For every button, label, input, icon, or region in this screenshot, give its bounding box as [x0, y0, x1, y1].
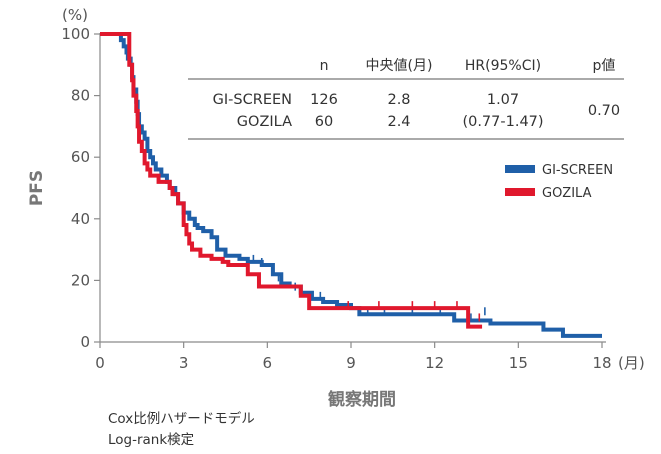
stats-table: n 中央値(月) HR(95%CI) p値 GI-SCREEN 126 2.8 … [188, 58, 624, 140]
legend: GI-SCREEN GOZILA [505, 163, 613, 201]
x-tick-label: 6 [263, 354, 273, 372]
x-unit-label: (月) [618, 354, 645, 372]
series-layer [100, 32, 602, 338]
y-tick-label: 60 [71, 148, 90, 166]
y-tick-label: 20 [71, 271, 90, 289]
table-hr-ci: (0.77-1.47) [462, 114, 543, 130]
legend-swatch-gozila [505, 188, 535, 196]
x-axis-title: 観察期間 [328, 389, 396, 410]
x-tick-label: 18 [592, 354, 611, 372]
legend-label-gi-screen: GI-SCREEN [542, 163, 613, 178]
x-ticks: 0 3 6 9 12 15 18 [95, 342, 612, 372]
y-tick-label: 40 [71, 210, 90, 228]
x-tick-label: 12 [425, 354, 444, 372]
table-row-n-gi: 126 [310, 92, 338, 108]
legend-swatch-gi-screen [505, 165, 535, 173]
x-tick-label: 9 [346, 354, 356, 372]
y-unit-label: (%) [62, 6, 88, 24]
series-line-gozila [100, 32, 483, 329]
y-tick-label: 0 [80, 333, 90, 351]
y-tick-label: 80 [71, 87, 90, 105]
x-tick-label: 3 [179, 354, 189, 372]
x-tick-label: 15 [509, 354, 528, 372]
table-row-n-gozila: 60 [315, 114, 333, 130]
table-row-name-gozila: GOZILA [237, 114, 292, 130]
y-ticks: 0 20 40 60 80 100 [61, 25, 100, 351]
note-logrank: Log-rank検定 [108, 432, 195, 448]
x-tick-label: 0 [95, 354, 105, 372]
note-cox: Cox比例ハザードモデル [108, 411, 255, 427]
table-header-n: n [320, 58, 329, 74]
table-p-value: 0.70 [588, 103, 620, 119]
table-header-median: 中央値(月) [366, 58, 433, 74]
table-row-median-gozila: 2.4 [387, 114, 410, 130]
y-tick-label: 100 [61, 25, 90, 43]
legend-label-gozila: GOZILA [542, 186, 592, 201]
table-row-median-gi: 2.8 [387, 92, 410, 108]
table-row-name-gi: GI-SCREEN [213, 92, 292, 108]
table-header-hr: HR(95%CI) [465, 58, 541, 74]
table-hr-value: 1.07 [487, 92, 519, 108]
y-axis-title: PFS [27, 170, 47, 206]
table-header-p: p値 [593, 58, 616, 74]
